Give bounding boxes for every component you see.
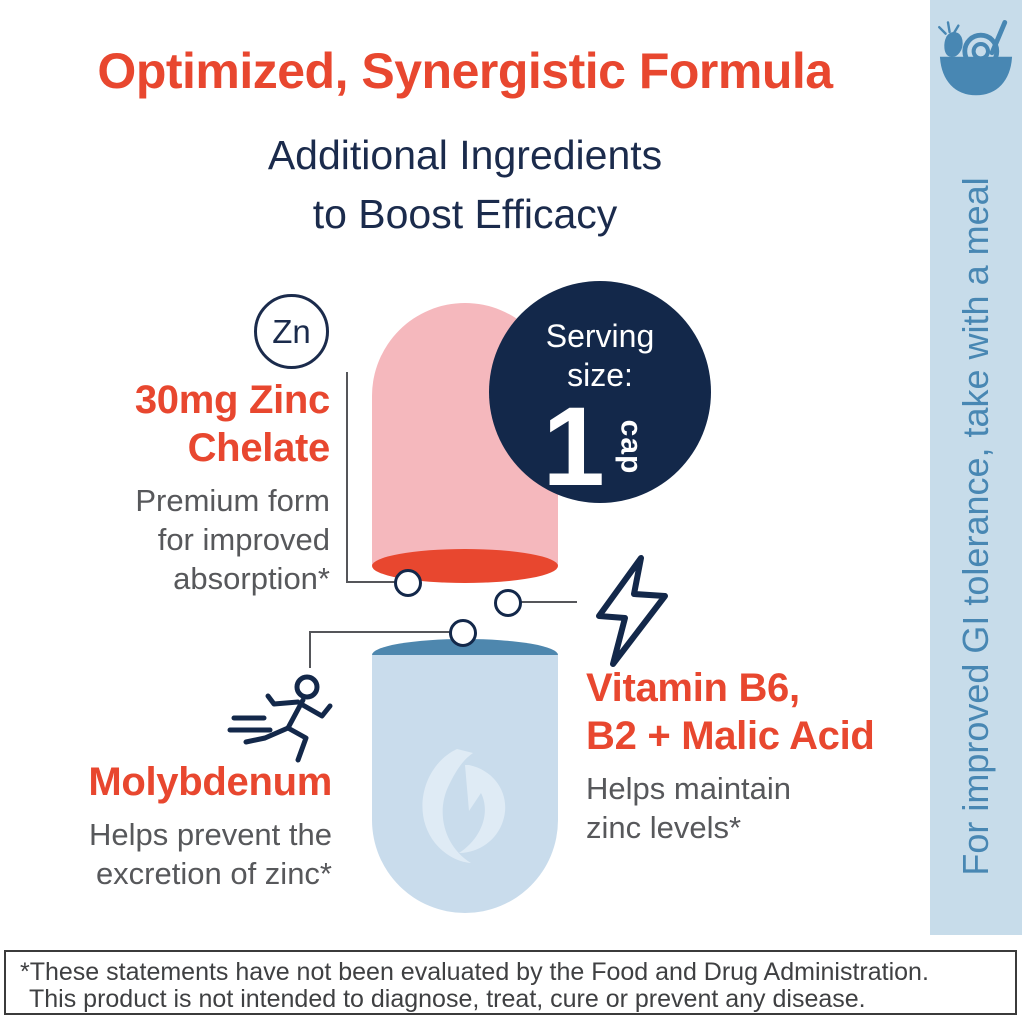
serving-label-line-1: Serving	[545, 318, 655, 354]
subtitle-line-2: to Boost Efficacy	[312, 191, 618, 237]
molybdenum-desc-line-2: excretion of zinc*	[95, 856, 332, 891]
zinc-desc-line-1: Premium form	[135, 483, 330, 518]
vitamin-name-line-2: B2 + Malic Acid	[586, 714, 875, 758]
brand-logo-watermark	[422, 749, 506, 863]
meal-bowl-icon	[938, 20, 1013, 96]
fda-disclaimer: *These statements have not been evaluate…	[4, 950, 1017, 1015]
connector-line-zinc-vertical	[346, 372, 348, 583]
ingredient-vitamin-b: Vitamin B6, B2 + Malic Acid Helps mainta…	[586, 664, 916, 847]
zinc-desc-line-3: absorption*	[173, 561, 330, 596]
ingredient-zinc: 30mg Zinc Chelate Premium form for impro…	[30, 376, 330, 598]
zinc-description: Premium form for improved absorption*	[30, 481, 330, 598]
subtitle-line-1: Additional Ingredients	[267, 132, 663, 178]
page-subtitle: Additional Ingredients to Boost Efficacy	[0, 126, 930, 244]
serving-unit: cap	[614, 419, 648, 475]
vitamin-desc-line-1: Helps maintain	[586, 771, 792, 806]
molybdenum-desc-line-1: Helps prevent the	[89, 817, 332, 852]
sidebar-gi-tolerance: For improved GI tolerance, take with a m…	[930, 0, 1022, 935]
zinc-desc-line-2: for improved	[157, 522, 330, 557]
molybdenum-name: Molybdenum	[88, 760, 332, 804]
zinc-name-line-1: 30mg Zinc	[134, 378, 330, 422]
sidebar-note: For improved GI tolerance, take with a m…	[955, 177, 996, 876]
molybdenum-description: Helps prevent the excretion of zinc*	[32, 815, 332, 893]
zinc-name: 30mg Zinc Chelate	[30, 376, 330, 472]
connector-line-zinc-horizontal	[346, 581, 395, 583]
connector-line-vitamin	[521, 601, 577, 603]
running-person-icon	[227, 674, 333, 763]
ingredient-molybdenum: Molybdenum Helps prevent the excretion o…	[32, 758, 332, 893]
capsule-granule	[494, 589, 522, 617]
lightning-bolt-icon	[596, 555, 668, 667]
page-title: Optimized, Synergistic Formula	[97, 43, 833, 99]
disclaimer-line-2: This product is not intended to diagnose…	[29, 985, 866, 1013]
vitamin-description: Helps maintain zinc levels*	[586, 769, 916, 847]
zinc-name-line-2: Chelate	[187, 426, 331, 470]
serving-quantity: 1	[542, 384, 605, 509]
serving-label-line-2: size:	[567, 357, 633, 393]
connector-line-molybdenum-horizontal	[309, 631, 451, 633]
capsule-granule	[449, 619, 477, 647]
vitamin-name-line-1: Vitamin B6,	[586, 666, 800, 710]
capsule-bottom-half	[372, 655, 558, 913]
serving-quantity-row: 1 cap	[542, 384, 658, 509]
capsule-granule	[394, 569, 422, 597]
zn-element-icon: Zn	[254, 294, 329, 369]
vitamin-desc-line-2: zinc levels*	[586, 810, 742, 845]
connector-line-molybdenum-vertical	[309, 631, 311, 668]
disclaimer-line-1: *These statements have not been evaluate…	[20, 958, 929, 986]
zn-symbol: Zn	[272, 312, 311, 350]
serving-size-badge: Serving size: 1 cap	[489, 281, 711, 503]
vitamin-name: Vitamin B6, B2 + Malic Acid	[586, 664, 916, 760]
